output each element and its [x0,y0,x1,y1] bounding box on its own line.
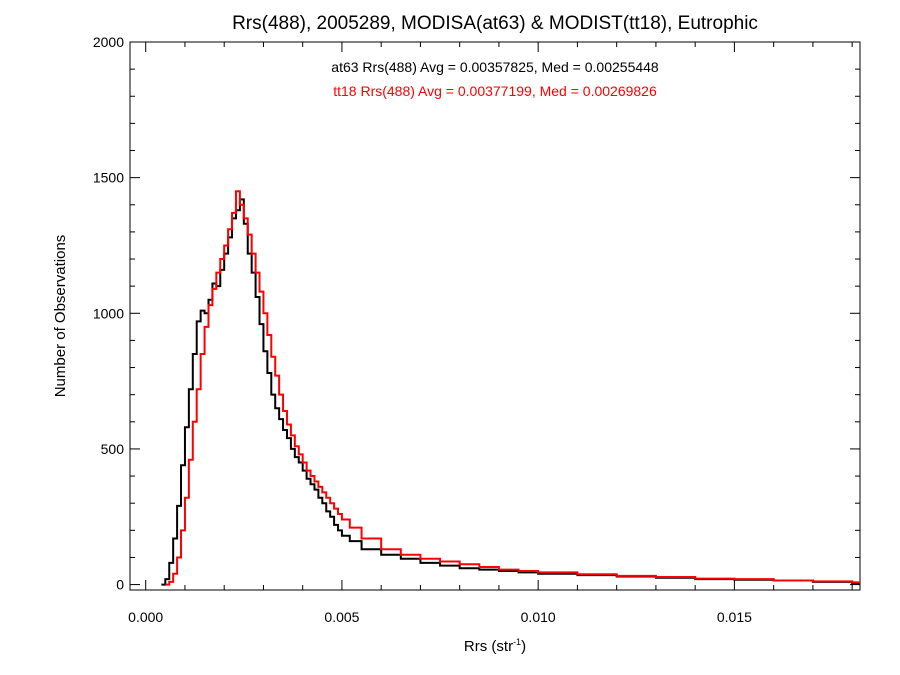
x-axis: 0.000 0.005 0.010 0.015 [128,42,853,625]
plot-frame [129,41,861,591]
y-tick-label: 2000 [93,34,124,50]
series-tt18-line [165,190,860,586]
series-layer [161,190,860,586]
y-tick-label: 500 [101,441,125,457]
y-tick-label: 1000 [93,305,124,321]
y-axis: 0 500 1000 1500 2000 [93,34,860,593]
annotations: at63 Rrs(488) Avg = 0.00357825, Med = 0.… [331,59,659,99]
y-tick-label: 0 [116,577,124,593]
x-axis-title-superscript: -1 [513,637,521,647]
x-tick-label: 0.000 [128,609,163,625]
x-axis-title-tail: ) [521,638,526,655]
stats-annotation: tt18 Rrs(488) Avg = 0.00377199, Med = 0.… [333,83,657,99]
stats-annotation: at63 Rrs(488) Avg = 0.00357825, Med = 0.… [331,59,659,75]
x-axis-title-base: Rrs (str [464,638,513,655]
x-axis-title: Rrs (str-1) [464,637,526,655]
y-tick-label: 1500 [93,170,124,186]
y-axis-title: Number of Observations [52,235,69,398]
chart-title: Rrs(488), 2005289, MODISA(at63) & MODIST… [232,13,758,34]
x-tick-label: 0.010 [521,609,556,625]
series-at63-line [161,198,860,586]
x-tick-label: 0.015 [717,609,752,625]
plot-area [129,41,861,591]
x-tick-label: 0.005 [324,609,359,625]
